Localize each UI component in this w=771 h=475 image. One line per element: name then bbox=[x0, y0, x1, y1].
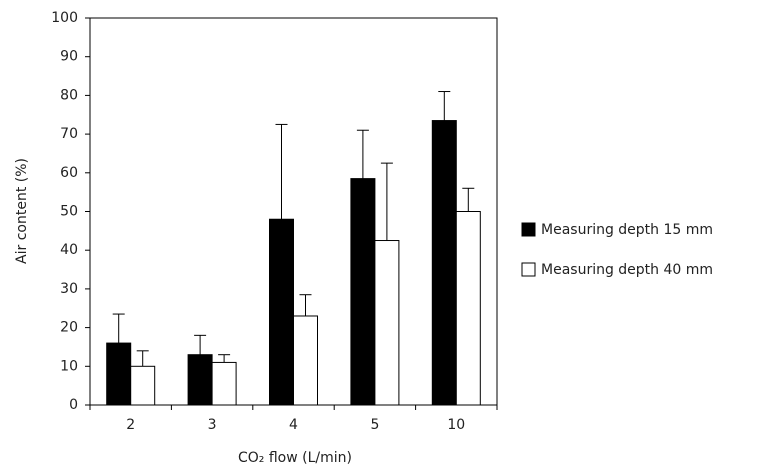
x-tick-label: 5 bbox=[370, 417, 379, 433]
x-axis-label: CO₂ flow (L/min) bbox=[238, 450, 352, 466]
y-tick-label: 70 bbox=[60, 126, 78, 142]
legend-swatch bbox=[521, 262, 536, 277]
y-tick-label: 90 bbox=[60, 49, 78, 65]
y-tick-label: 40 bbox=[60, 242, 78, 258]
bar bbox=[293, 315, 318, 406]
legend-label: Measuring depth 40 mm bbox=[541, 262, 713, 278]
y-tick-label: 10 bbox=[60, 358, 78, 374]
y-tick-label: 20 bbox=[60, 320, 78, 336]
bar bbox=[211, 361, 237, 406]
y-tick-label: 30 bbox=[60, 281, 78, 297]
x-tick-label: 10 bbox=[447, 417, 465, 433]
bar bbox=[269, 218, 294, 406]
bar bbox=[130, 365, 156, 406]
x-tick-label: 2 bbox=[126, 417, 135, 433]
legend-label: Measuring depth 15 mm bbox=[541, 222, 713, 238]
x-tick-label: 4 bbox=[289, 417, 298, 433]
bar bbox=[431, 120, 457, 406]
x-tick-label: 3 bbox=[208, 417, 217, 433]
bar bbox=[106, 342, 132, 406]
bar bbox=[187, 354, 213, 406]
y-tick-label: 50 bbox=[60, 204, 78, 220]
bar bbox=[374, 240, 400, 406]
legend-swatch bbox=[521, 222, 536, 237]
bar bbox=[350, 178, 376, 406]
y-axis-label: Air content (%) bbox=[14, 158, 30, 264]
y-tick-label: 60 bbox=[60, 165, 78, 181]
y-tick-label: 80 bbox=[60, 87, 78, 103]
y-tick-label: 100 bbox=[51, 10, 78, 26]
y-tick-label: 0 bbox=[69, 397, 78, 413]
bar bbox=[455, 211, 481, 406]
